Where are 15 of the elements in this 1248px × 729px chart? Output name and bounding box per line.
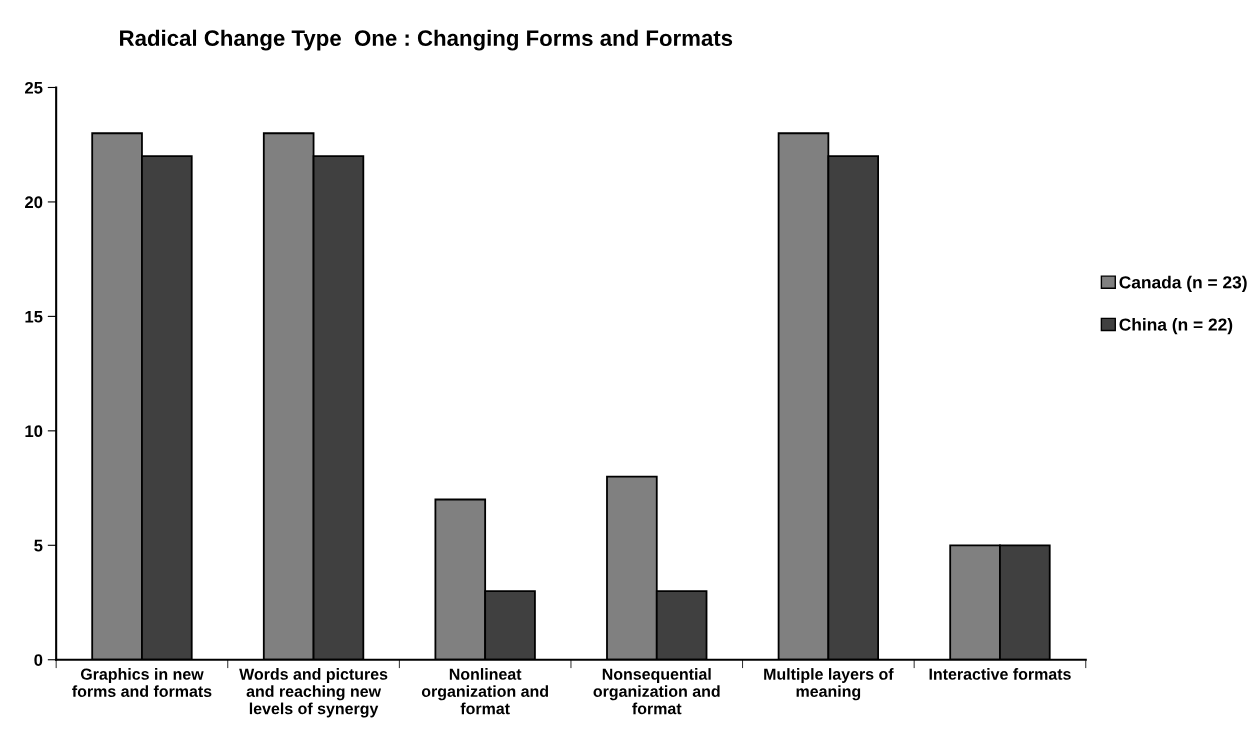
legend-label: China (n = 22) <box>1119 317 1233 335</box>
y-tick-label: 10 <box>25 425 43 438</box>
y-tick-label: 20 <box>25 196 43 209</box>
y-tick-label: 0 <box>34 654 43 666</box>
chart-title: Radical Change Type One : Changing Forms and Formats <box>120 29 733 51</box>
x-tick-label: Multiple layers of meaning <box>764 668 894 701</box>
y-tick-label: 5 <box>34 539 43 552</box>
x-tick-label: Graphics in new forms and formats <box>72 668 212 698</box>
x-tick-label: Nonlineat organization and format <box>421 668 548 715</box>
legend-label: Canada (n = 23) <box>1119 275 1247 292</box>
x-tick-label: Interactive formats <box>929 668 1071 680</box>
x-tick-label: Words and pictures and reaching new levels of synergy <box>239 668 388 718</box>
y-tick-label: 15 <box>25 310 43 323</box>
y-tick-label: 25 <box>25 81 43 94</box>
x-tick-label: Nonsequential organization and format <box>593 668 720 715</box>
